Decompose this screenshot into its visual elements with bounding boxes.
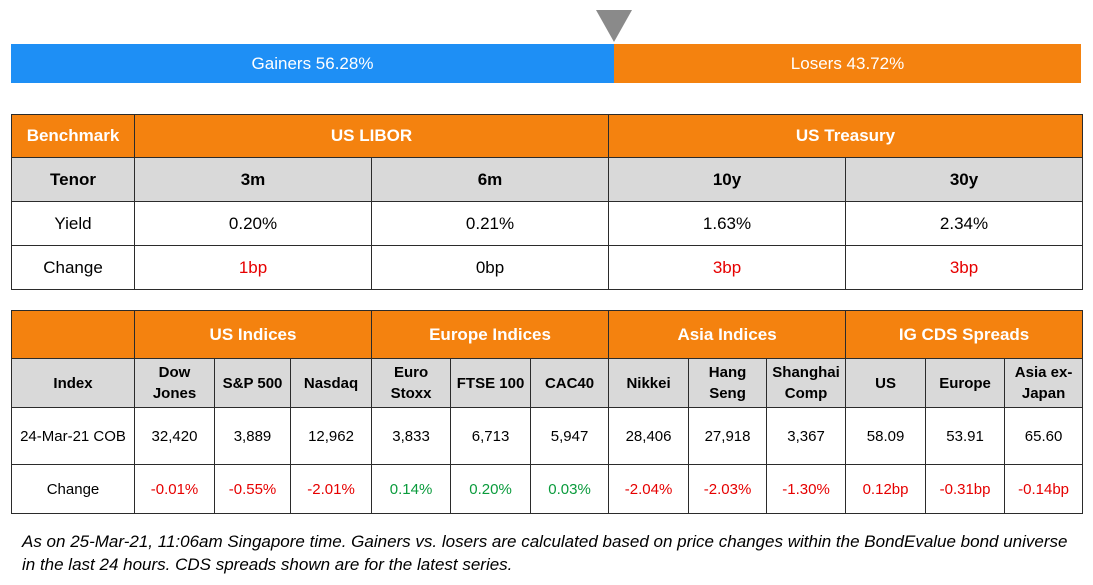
index-name-line: Nasdaq [303, 374, 359, 392]
change-cell: 1bp [134, 245, 372, 290]
index-value-cell: 3,889 [214, 407, 291, 465]
yield-cell: 0.20% [134, 201, 372, 246]
index-change-cell: -0.14bp [1004, 464, 1084, 514]
index-change-cell: 0.20% [450, 464, 532, 514]
index-name-line: Japan [1021, 385, 1066, 402]
index-value-cell: 3,367 [766, 407, 847, 465]
change-cell: 0bp [370, 245, 610, 290]
treasury-group-header: US Treasury [608, 114, 1084, 158]
indices-group-row: US Indices Europe Indices Asia Indices I… [11, 310, 1084, 359]
index-name-header: Nasdaq [289, 358, 373, 408]
tenor-row: Tenor 3m 6m 10y 30y [11, 157, 1084, 202]
index-name-line: Shanghai [772, 364, 840, 381]
change-cell: 3bp [608, 245, 847, 290]
gainers-bar: Gainers 56.28% [11, 44, 614, 83]
index-name-line: S&P 500 [222, 374, 283, 392]
index-name-line: Stoxx [390, 385, 432, 402]
footnote: As on 25-Mar-21, 11:06am Singapore time.… [22, 532, 1068, 574]
yield-row: Yield 0.20% 0.21% 1.63% 2.34% [11, 201, 1084, 246]
index-name-line: CAC40 [544, 374, 595, 392]
index-name-line: Dow [158, 364, 191, 381]
corner-cell [11, 310, 135, 359]
index-change-cell: -2.04% [608, 464, 690, 514]
yield-cell: 2.34% [845, 201, 1084, 246]
index-change-cell: -1.30% [766, 464, 847, 514]
index-value-cell: 58.09 [845, 407, 927, 465]
index-name-line: Comp [784, 385, 828, 402]
index-change-cell: -0.01% [134, 464, 215, 514]
tenor-cell: 6m [370, 157, 610, 202]
rates-change-row: Change 1bp 0bp 3bp 3bp [11, 245, 1084, 290]
index-value-cell: 32,420 [134, 407, 215, 465]
date-label: 24-Mar-21 COB [11, 407, 135, 465]
index-change-cell: -0.31bp [925, 464, 1006, 514]
sentiment-pointer-icon [596, 10, 632, 42]
index-name-header: Hang Seng [688, 358, 768, 408]
index-name-header: Euro Stoxx [371, 358, 452, 408]
losers-bar: Losers 43.72% [614, 44, 1081, 83]
index-name-line: US [875, 374, 896, 392]
index-name-line: Asia ex- [1014, 364, 1073, 381]
index-change-cell: 0.14% [371, 464, 452, 514]
index-value-cell: 65.60 [1004, 407, 1084, 465]
index-change-cell: -0.55% [214, 464, 291, 514]
index-name-header: S&P 500 [214, 358, 291, 408]
rates-header-row: Benchmark US LIBOR US Treasury [11, 114, 1084, 158]
yield-cell: 1.63% [608, 201, 847, 246]
index-change-cell: 0.12bp [845, 464, 927, 514]
index-name-header: CAC40 [530, 358, 610, 408]
index-value-cell: 5,947 [530, 407, 610, 465]
index-change-cell: -2.01% [289, 464, 373, 514]
index-value-cell: 6,713 [450, 407, 532, 465]
yield-cell: 0.21% [370, 201, 610, 246]
tenor-label: Tenor [11, 157, 135, 202]
index-name-header: FTSE 100 [450, 358, 532, 408]
group-header: Asia Indices [608, 310, 847, 359]
index-name-header: Nikkei [608, 358, 690, 408]
index-change-cell: 0.03% [530, 464, 610, 514]
index-value-cell: 28,406 [608, 407, 690, 465]
index-name-line: Euro [393, 364, 429, 381]
index-name-line: FTSE 100 [456, 374, 525, 392]
tenor-cell: 30y [845, 157, 1084, 202]
index-name-header: Shanghai Comp [766, 358, 847, 408]
index-name-line: Seng [709, 385, 746, 402]
index-name-header: Asia ex- Japan [1004, 358, 1084, 408]
rates-table: Benchmark US LIBOR US Treasury Tenor 3m … [11, 114, 1084, 290]
group-header: IG CDS Spreads [845, 310, 1084, 359]
tenor-cell: 10y [608, 157, 847, 202]
change-label: Change [11, 464, 135, 514]
index-name-line: Europe [939, 374, 991, 392]
index-values-row: 24-Mar-21 COB 32,420 3,889 12,962 3,833 6,71… [11, 407, 1084, 465]
index-name-line: Nikkei [626, 374, 671, 392]
benchmark-header: Benchmark [11, 114, 135, 158]
group-header: Europe Indices [371, 310, 610, 359]
index-name-header: Dow Jones [134, 358, 215, 408]
change-cell: 3bp [845, 245, 1084, 290]
index-value-cell: 27,918 [688, 407, 768, 465]
libor-group-header: US LIBOR [133, 114, 610, 158]
index-value-cell: 53.91 [925, 407, 1006, 465]
index-value-cell: 12,962 [289, 407, 373, 465]
index-name-line: Jones [152, 385, 197, 402]
index-name-line: Hang [708, 364, 747, 381]
change-label: Change [11, 245, 135, 290]
tenor-cell: 3m [134, 157, 372, 202]
gainers-label: Gainers 56.28% [251, 53, 374, 73]
index-names-row: Index Dow Jones S&P 500 Nasdaq Euro Stoxx FTSE… [11, 358, 1084, 408]
index-label: Index [11, 358, 135, 408]
yield-label: Yield [11, 201, 135, 246]
index-name-header: Europe [925, 358, 1006, 408]
index-name-header: US [845, 358, 927, 408]
losers-label: Losers 43.72% [790, 53, 905, 73]
index-change-row: Change -0.01% -0.55% -2.01% 0.14% 0.20% 0.03%… [11, 464, 1084, 514]
indices-table: US Indices Europe Indices Asia Indices I… [11, 310, 1084, 514]
index-value-cell: 3,833 [371, 407, 452, 465]
index-change-cell: -2.03% [688, 464, 768, 514]
group-header: US Indices [133, 310, 373, 359]
